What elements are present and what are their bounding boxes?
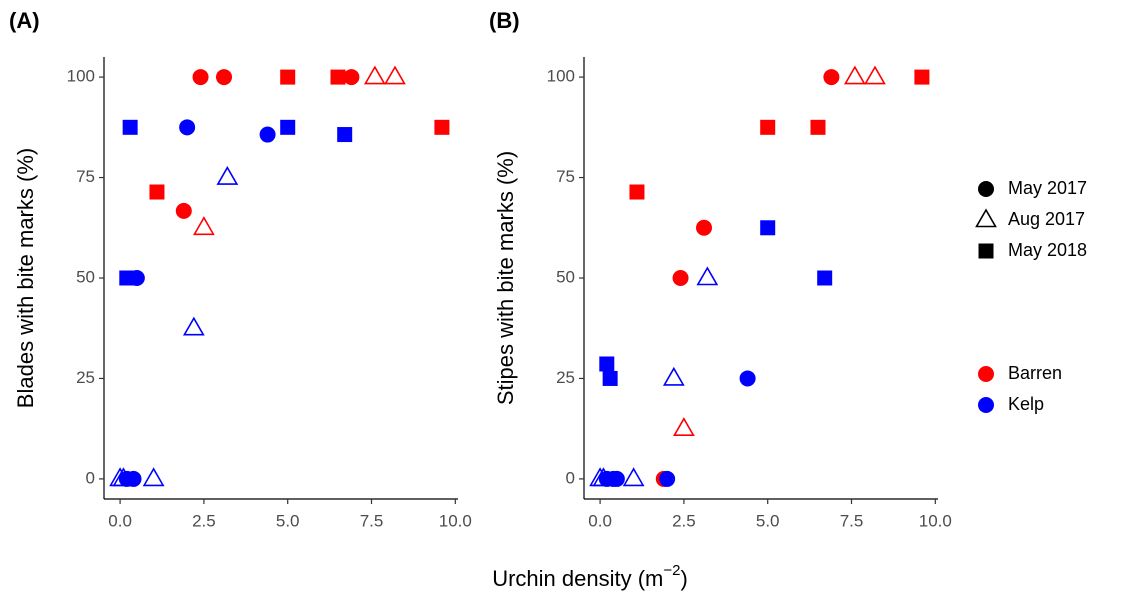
y-tick-label: 25 — [76, 368, 95, 387]
x-tick-label: 2.5 — [192, 511, 216, 530]
point — [182, 316, 205, 336]
point — [914, 69, 930, 85]
legend-label: Aug 2017 — [1008, 209, 1085, 229]
y-tick-label: 100 — [547, 67, 575, 86]
point — [629, 184, 645, 200]
legend-label: Barren — [1008, 363, 1062, 383]
point — [125, 470, 142, 487]
point — [179, 119, 196, 136]
point — [330, 69, 346, 85]
point — [843, 65, 866, 85]
point — [175, 202, 192, 219]
point — [696, 266, 719, 286]
point — [817, 270, 833, 286]
panel-title: (A) — [9, 8, 40, 33]
legend-label: May 2017 — [1008, 178, 1087, 198]
point — [760, 119, 776, 135]
point — [149, 184, 165, 200]
legend-key — [978, 243, 994, 259]
point — [119, 270, 135, 286]
x-tick-label: 7.5 — [360, 511, 384, 530]
x-tick-label: 0.0 — [108, 511, 132, 530]
legend-key — [975, 208, 997, 228]
legend-key — [978, 397, 994, 413]
point — [672, 270, 689, 286]
point — [337, 127, 353, 143]
point — [864, 65, 886, 85]
point — [622, 467, 645, 487]
point — [673, 417, 695, 436]
point — [122, 119, 138, 135]
point — [384, 65, 406, 85]
point — [739, 370, 756, 387]
point — [112, 467, 135, 487]
y-tick-label: 25 — [556, 368, 575, 387]
panel-title: (B) — [489, 8, 520, 33]
x-tick-label: 5.0 — [276, 511, 300, 530]
y-tick-label: 50 — [76, 267, 95, 286]
point — [216, 165, 239, 185]
y-tick-label: 75 — [76, 167, 95, 186]
legend-key — [978, 366, 994, 382]
point — [280, 69, 296, 85]
legend-label: Kelp — [1008, 394, 1044, 414]
legend-label: May 2018 — [1008, 240, 1087, 260]
point — [343, 69, 360, 86]
x-axis-title-text: Urchin density (m — [492, 566, 663, 591]
x-tick-label: 7.5 — [840, 511, 864, 530]
x-tick-label: 10.0 — [919, 511, 952, 530]
point — [810, 119, 826, 135]
y-tick-label: 75 — [556, 167, 575, 186]
point — [662, 366, 685, 386]
x-tick-label: 5.0 — [756, 511, 780, 530]
x-tick-label: 0.0 — [588, 511, 612, 530]
point — [823, 69, 840, 86]
point — [592, 467, 615, 487]
point — [659, 470, 676, 487]
y-axis-title: Blades with bite marks (%) — [13, 148, 38, 408]
point — [602, 370, 618, 386]
y-axis-title: Stipes with bite marks (%) — [493, 151, 518, 405]
point — [363, 65, 386, 85]
x-axis-title-sup: −2 — [663, 562, 680, 579]
x-axis-title-close: ) — [680, 566, 687, 591]
legend-key — [978, 181, 994, 197]
y-tick-label: 0 — [566, 468, 575, 487]
y-tick-label: 0 — [86, 468, 95, 487]
point — [259, 126, 276, 143]
point — [142, 467, 165, 487]
point — [216, 69, 233, 86]
point — [760, 220, 776, 236]
point — [608, 470, 625, 487]
point — [192, 69, 209, 86]
x-axis-title: Urchin density (m−2) — [492, 562, 688, 591]
x-tick-label: 10.0 — [439, 511, 472, 530]
point — [434, 119, 450, 135]
point — [193, 216, 215, 236]
y-tick-label: 50 — [556, 267, 575, 286]
point — [280, 119, 296, 135]
y-tick-label: 100 — [67, 67, 95, 86]
point — [599, 356, 615, 372]
point — [696, 219, 713, 236]
x-tick-label: 2.5 — [672, 511, 696, 530]
